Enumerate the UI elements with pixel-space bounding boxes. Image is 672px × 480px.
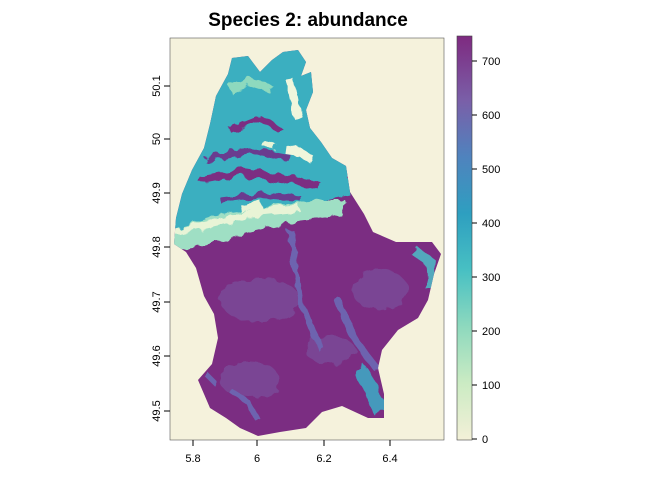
x-tick-label: 6 xyxy=(254,453,260,465)
legend-tick-label: 300 xyxy=(482,272,500,284)
y-tick-label: 49.8 xyxy=(151,236,163,257)
y-tick-label: 49.7 xyxy=(151,291,163,312)
color-legend: 0 100 200 300 400 500 600 700 xyxy=(456,35,500,446)
legend-tick-label: 700 xyxy=(482,56,500,68)
legend-tick-label: 100 xyxy=(482,380,500,392)
x-tick-label: 6.2 xyxy=(316,453,331,465)
x-axis xyxy=(192,440,391,446)
y-tick-label: 49.6 xyxy=(151,345,163,366)
legend-tick-label: 500 xyxy=(482,164,500,176)
map-title: Species 2: abundance xyxy=(208,10,408,31)
y-axis xyxy=(164,85,170,412)
x-tick-label: 5.8 xyxy=(185,453,200,465)
abundance-raster xyxy=(174,50,441,436)
x-tick-label: 6.4 xyxy=(382,453,397,465)
legend-tick-label: 200 xyxy=(482,326,500,338)
legend-tick-label: 400 xyxy=(482,218,500,230)
legend-tick-label: 0 xyxy=(482,434,488,446)
legend-tick-label: 600 xyxy=(482,110,500,122)
legend-colorbar xyxy=(456,35,473,441)
y-tick-label: 49.9 xyxy=(151,182,163,203)
y-tick-label: 50 xyxy=(151,133,163,145)
y-tick-label: 49.5 xyxy=(151,400,163,421)
y-tick-label: 50.1 xyxy=(151,75,163,96)
